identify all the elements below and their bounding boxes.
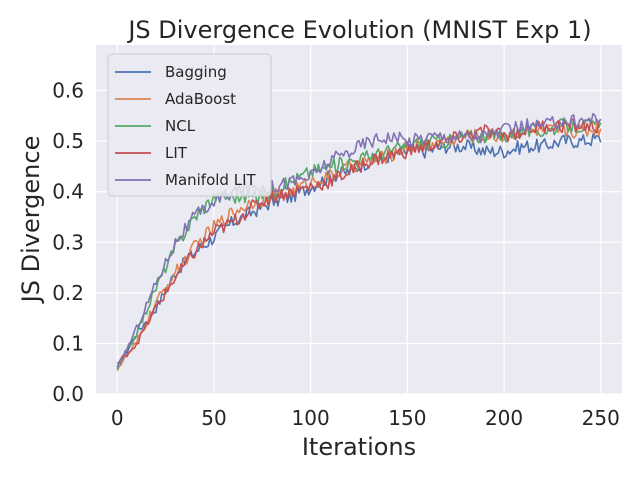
legend-label: NCL [165, 117, 196, 135]
y-tick-label: 0.0 [52, 382, 84, 406]
legend-label: Bagging [165, 63, 227, 81]
x-tick-label: 200 [485, 406, 523, 430]
y-tick-label: 0.6 [52, 79, 84, 103]
y-axis-title: JS Divergence [17, 136, 45, 305]
legend-label: LIT [165, 144, 188, 162]
x-tick-label: 250 [582, 406, 620, 430]
y-axis-ticks: 0.0 0.1 0.2 0.3 0.4 0.5 0.6 [52, 79, 84, 406]
x-axis-title: Iterations [302, 433, 416, 461]
y-tick-label: 0.5 [52, 129, 84, 153]
y-tick-label: 0.3 [52, 230, 84, 254]
legend-label: Manifold LIT [165, 171, 257, 189]
x-tick-label: 50 [201, 406, 226, 430]
series-line-lit [116, 118, 602, 365]
y-tick-label: 0.2 [52, 281, 84, 305]
y-tick-label: 0.4 [52, 180, 84, 204]
series-line-bagging [116, 133, 602, 368]
legend: Bagging AdaBoost NCL LIT Manifold LIT [107, 53, 272, 197]
x-tick-label: 150 [388, 406, 426, 430]
x-tick-label: 0 [111, 406, 124, 430]
chart-title: JS Divergence Evolution (MNIST Exp 1) [126, 16, 591, 44]
y-tick-label: 0.1 [52, 331, 84, 355]
x-tick-label: 100 [292, 406, 330, 430]
series-line-manifold-lit [116, 112, 602, 368]
grid-lines [96, 45, 622, 395]
legend-label: AdaBoost [165, 90, 236, 108]
legend-box [107, 53, 272, 197]
x-axis-ticks: 0 50 100 150 200 250 [111, 406, 620, 430]
series-lines [116, 112, 602, 371]
